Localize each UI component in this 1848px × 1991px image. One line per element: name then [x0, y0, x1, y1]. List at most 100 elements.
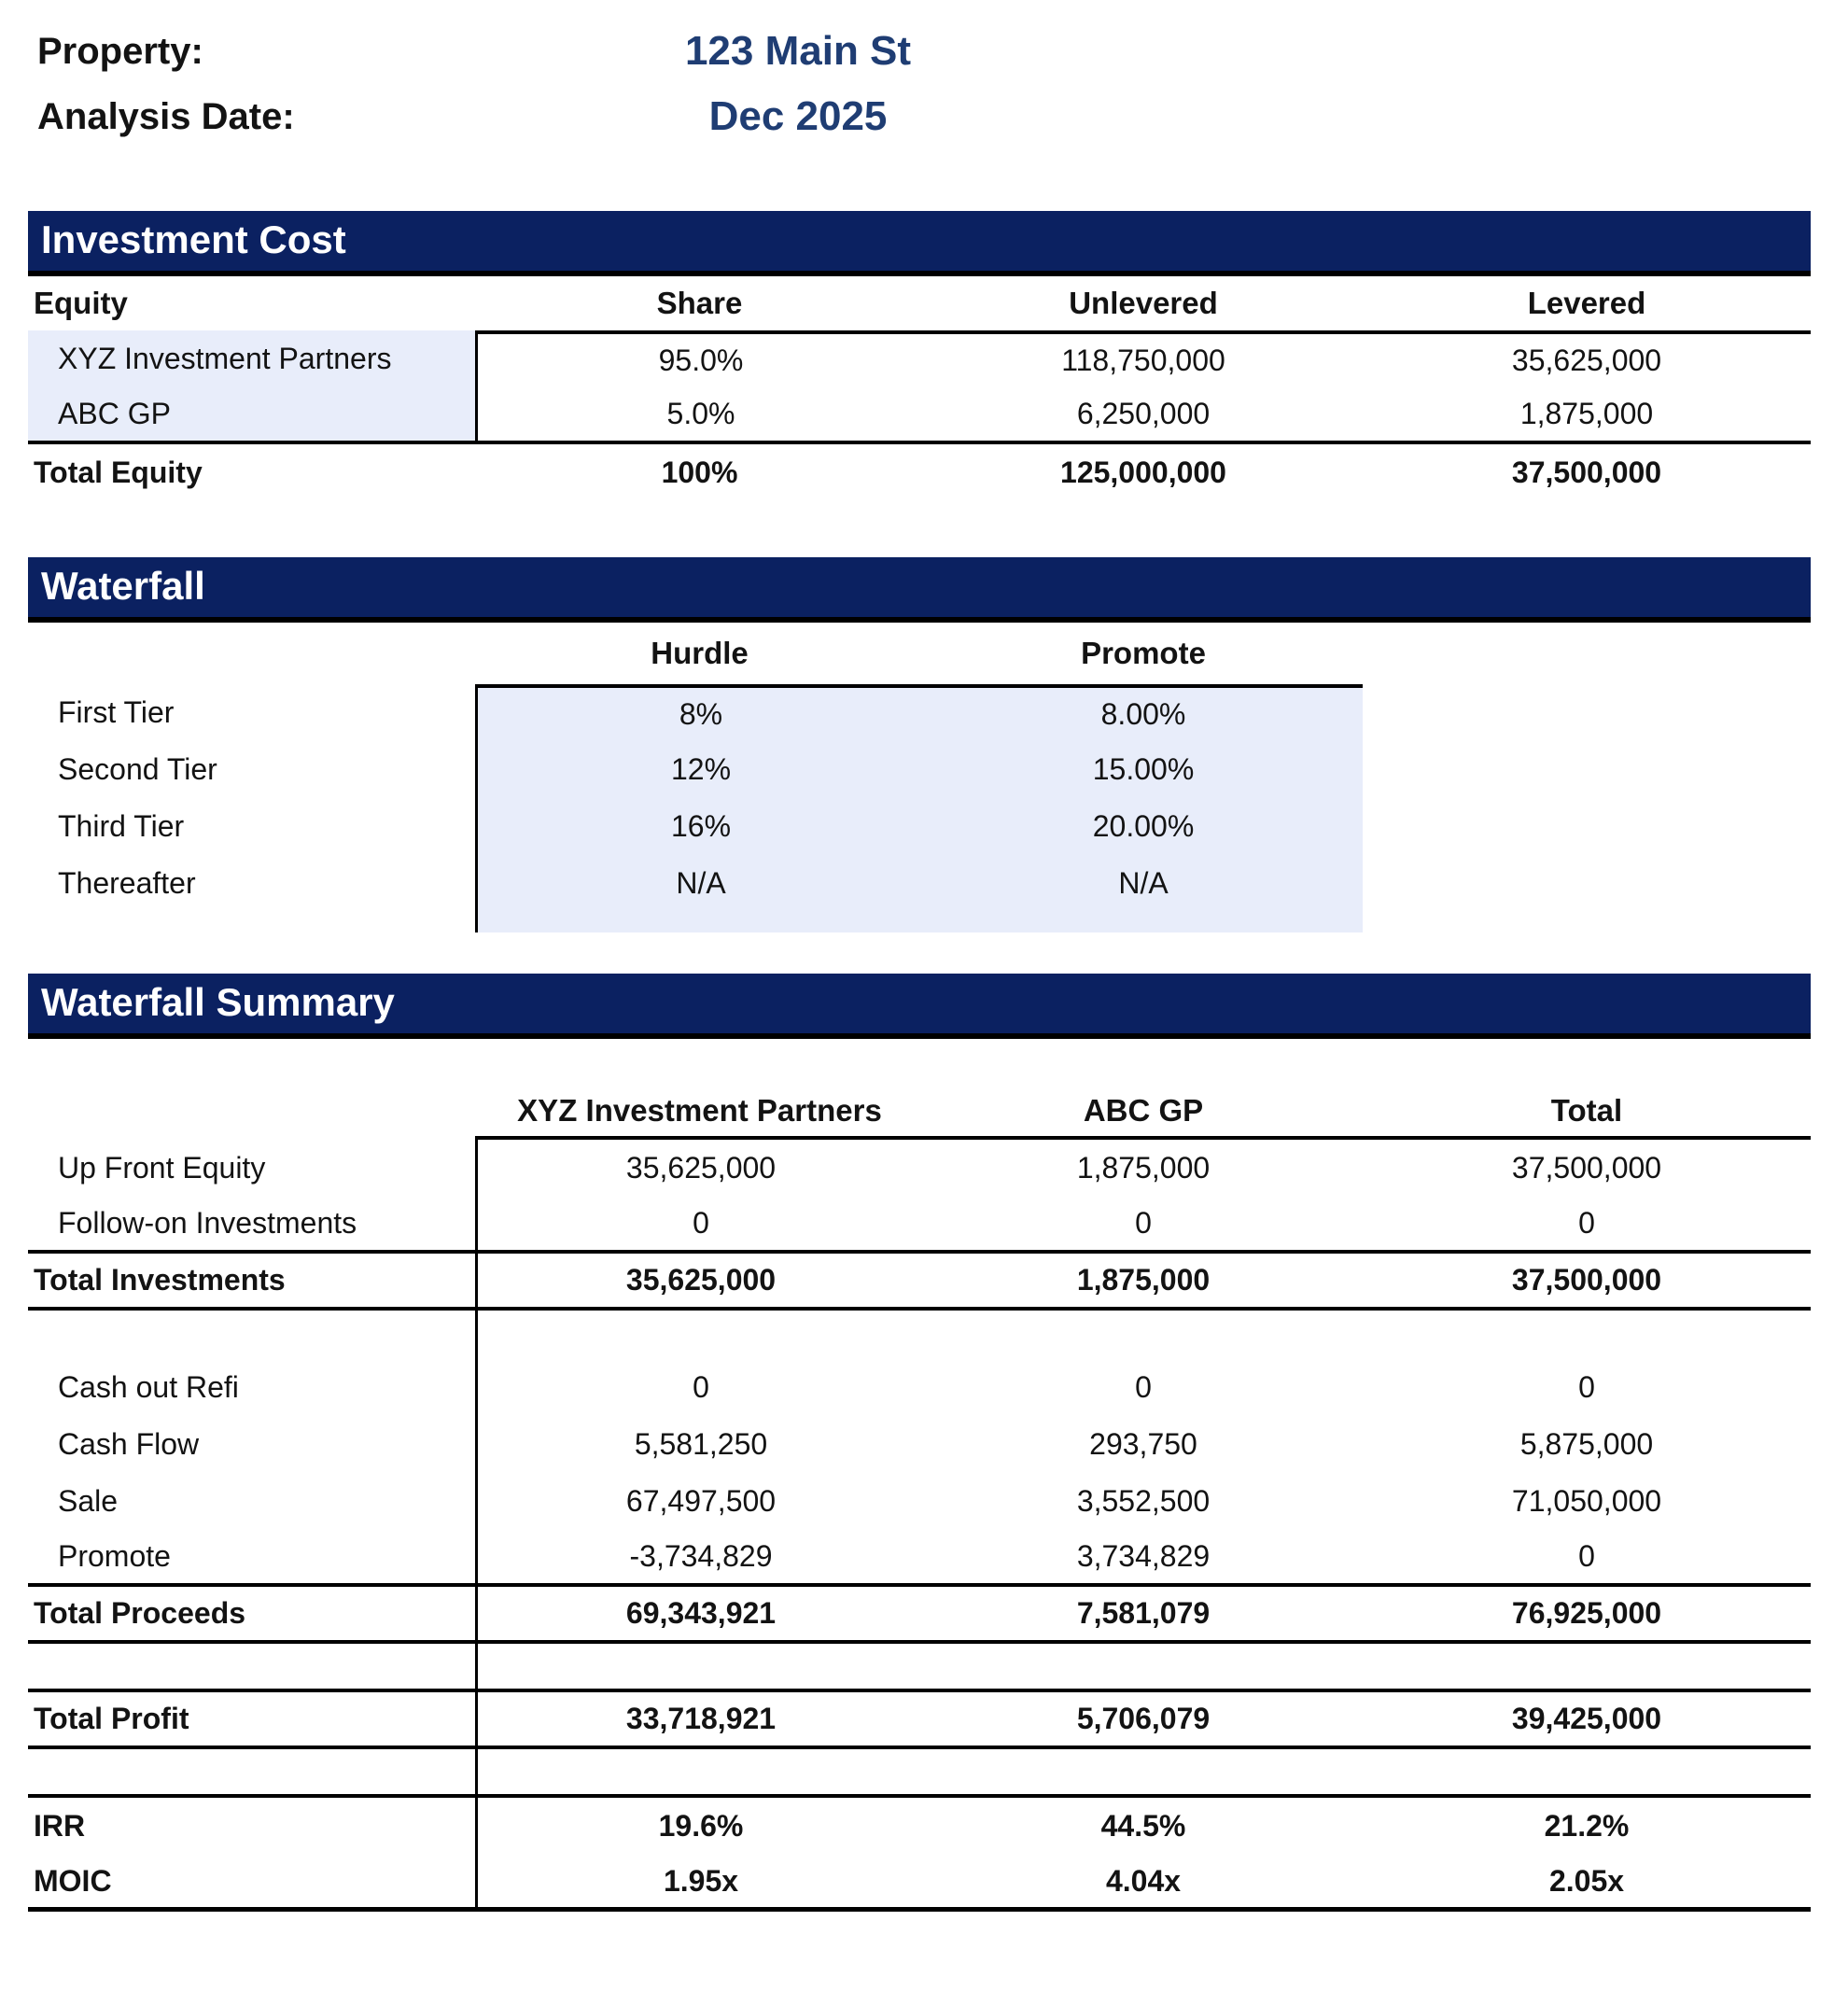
row-label: Cash out Refi: [58, 1370, 239, 1404]
empty-cell: [924, 1749, 1363, 1794]
row-label: Total Profit: [34, 1702, 189, 1735]
abc-share-cell: 5.0%: [475, 387, 924, 441]
total-profit-abc-cell: 5,706,079: [1076, 1702, 1211, 1735]
first-tier-promote-cell[interactable]: 8.00%: [924, 684, 1363, 741]
section-title: Waterfall: [41, 564, 205, 608]
second-tier-hurdle-cell[interactable]: 12%: [475, 741, 924, 798]
cash-out-refi-total-cell: 0: [1578, 1370, 1595, 1404]
section-title: Waterfall Summary: [41, 980, 395, 1024]
waterfall-summary-section: Waterfall Summary XYZ Investment Partner…: [28, 974, 1811, 1912]
sale-total-cell: 71,050,000: [1511, 1484, 1662, 1518]
table-row-cash-flow: Cash Flow 5,581,250 293,750 5,875,000: [28, 1416, 1811, 1473]
total-equity-label: Total Equity: [34, 456, 203, 489]
empty-cell: [1363, 1644, 1811, 1689]
row-label: MOIC: [34, 1863, 112, 1898]
empty-cell: [1363, 684, 1811, 741]
thereafter-promote-cell[interactable]: N/A: [924, 855, 1363, 912]
waterfall-box-padding-row: [28, 912, 1811, 932]
empty-cell: [475, 1311, 924, 1359]
empty-cell: [1363, 1749, 1811, 1794]
table-row-abc-gp: ABC GP 5.0% 6,250,000 1,875,000: [28, 387, 1811, 444]
spacer-row: [28, 1749, 1811, 1798]
partner-name-cell[interactable]: XYZ Investment Partners: [28, 330, 475, 387]
table-row-second-tier: Second Tier 12% 15.00%: [28, 741, 1811, 798]
total-proceeds-total-cell: 76,925,000: [1511, 1596, 1662, 1630]
column-header-equity: Equity: [34, 286, 128, 320]
moic-abc-cell: 4.04x: [1105, 1863, 1182, 1898]
irr-total-cell: 21.2%: [1544, 1809, 1630, 1843]
tier-label: Thereafter: [58, 866, 196, 900]
follow-on-abc-cell: 0: [1135, 1206, 1152, 1240]
up-front-equity-total-cell: 37,500,000: [1511, 1151, 1662, 1185]
row-label: Up Front Equity: [58, 1151, 266, 1185]
total-investments-abc-cell: 1,875,000: [1076, 1263, 1211, 1297]
thereafter-hurdle-cell[interactable]: N/A: [475, 855, 924, 912]
row-label: Total Proceeds: [34, 1596, 246, 1630]
cash-flow-abc-cell: 293,750: [1089, 1427, 1197, 1461]
promote-xyz-cell: -3,734,829: [475, 1530, 924, 1583]
sale-xyz-cell: 67,497,500: [475, 1473, 924, 1530]
empty-cell: [924, 1644, 1363, 1689]
investment-cost-column-headers: Equity Share Unlevered Levered: [28, 276, 1811, 330]
irr-xyz-cell: 19.6%: [475, 1798, 924, 1855]
property-value[interactable]: 123 Main St: [684, 28, 912, 74]
table-row-follow-on-investments: Follow-on Investments 0 0 0: [28, 1197, 1811, 1254]
column-header-xyz: XYZ Investment Partners: [475, 1086, 924, 1140]
third-tier-promote-cell[interactable]: 20.00%: [924, 798, 1363, 855]
up-front-equity-xyz-cell: 35,625,000: [475, 1140, 924, 1197]
empty-header-cell: [1363, 623, 1811, 684]
column-header-total: Total: [1363, 1086, 1811, 1140]
column-header-hurdle: Hurdle: [651, 636, 749, 670]
table-row-thereafter: Thereafter N/A N/A: [28, 855, 1811, 912]
empty-cell: [1363, 912, 1811, 932]
total-profit-total-cell: 39,425,000: [1511, 1702, 1662, 1735]
empty-cell: [924, 1311, 1363, 1359]
section-title: Investment Cost: [41, 217, 346, 261]
follow-on-xyz-cell: 0: [475, 1197, 924, 1250]
empty-cell: [1363, 741, 1811, 798]
xyz-unlevered-cell: 118,750,000: [924, 330, 1363, 387]
total-investments-xyz-cell: 35,625,000: [475, 1254, 924, 1307]
tier-label: First Tier: [58, 695, 175, 729]
row-label: Sale: [58, 1484, 119, 1518]
report-meta: Property: 123 Main St Analysis Date: Dec…: [28, 0, 1811, 149]
waterfall-title-bar: Waterfall: [28, 557, 1811, 623]
table-row-total-equity: Total Equity 100% 125,000,000 37,500,000: [28, 444, 1811, 501]
empty-cell: [28, 1311, 475, 1359]
empty-cell: [28, 912, 475, 932]
abc-levered-cell: 1,875,000: [1519, 397, 1654, 430]
table-row-total-profit: Total Profit 33,718,921 5,706,079 39,425…: [28, 1692, 1811, 1749]
second-tier-promote-cell[interactable]: 15.00%: [924, 741, 1363, 798]
table-row-total-investments: Total Investments 35,625,000 1,875,000 3…: [28, 1254, 1811, 1311]
empty-cell: [924, 912, 1363, 932]
up-front-equity-abc-cell: 1,875,000: [1076, 1151, 1211, 1185]
partner-name-cell[interactable]: ABC GP: [28, 387, 475, 441]
spacer-row: [28, 1644, 1811, 1692]
empty-cell: [475, 1644, 924, 1689]
total-proceeds-abc-cell: 7,581,079: [1076, 1596, 1211, 1630]
xyz-levered-cell: 35,625,000: [1363, 330, 1811, 387]
sale-abc-cell: 3,552,500: [1076, 1484, 1211, 1518]
moic-xyz-cell: 1.95x: [475, 1855, 924, 1907]
tier-label: Second Tier: [58, 752, 217, 786]
total-investments-total-cell: 37,500,000: [1511, 1263, 1662, 1297]
column-header-unlevered: Unlevered: [1069, 286, 1218, 320]
analysis-date-value[interactable]: Dec 2025: [708, 93, 888, 139]
promote-abc-cell: 3,734,829: [1076, 1539, 1211, 1573]
column-header-share: Share: [656, 286, 743, 320]
property-row: Property: 123 Main St: [28, 19, 1811, 84]
row-label: Cash Flow: [58, 1427, 200, 1461]
third-tier-hurdle-cell[interactable]: 16%: [475, 798, 924, 855]
first-tier-hurdle-cell[interactable]: 8%: [475, 684, 924, 741]
moic-total-cell: 2.05x: [1548, 1863, 1625, 1898]
empty-header-cell: [28, 1086, 475, 1140]
analysis-date-label: Analysis Date:: [37, 95, 295, 137]
empty-cell: [475, 912, 924, 932]
table-row-total-proceeds: Total Proceeds 69,343,921 7,581,079 76,9…: [28, 1587, 1811, 1644]
analysis-date-row: Analysis Date: Dec 2025: [28, 84, 1811, 149]
property-label: Property:: [37, 30, 203, 72]
table-row-moic: MOIC 1.95x 4.04x 2.05x: [28, 1855, 1811, 1912]
table-row-first-tier: First Tier 8% 8.00%: [28, 684, 1811, 741]
column-header-levered: Levered: [1527, 286, 1646, 320]
follow-on-total-cell: 0: [1578, 1206, 1595, 1240]
